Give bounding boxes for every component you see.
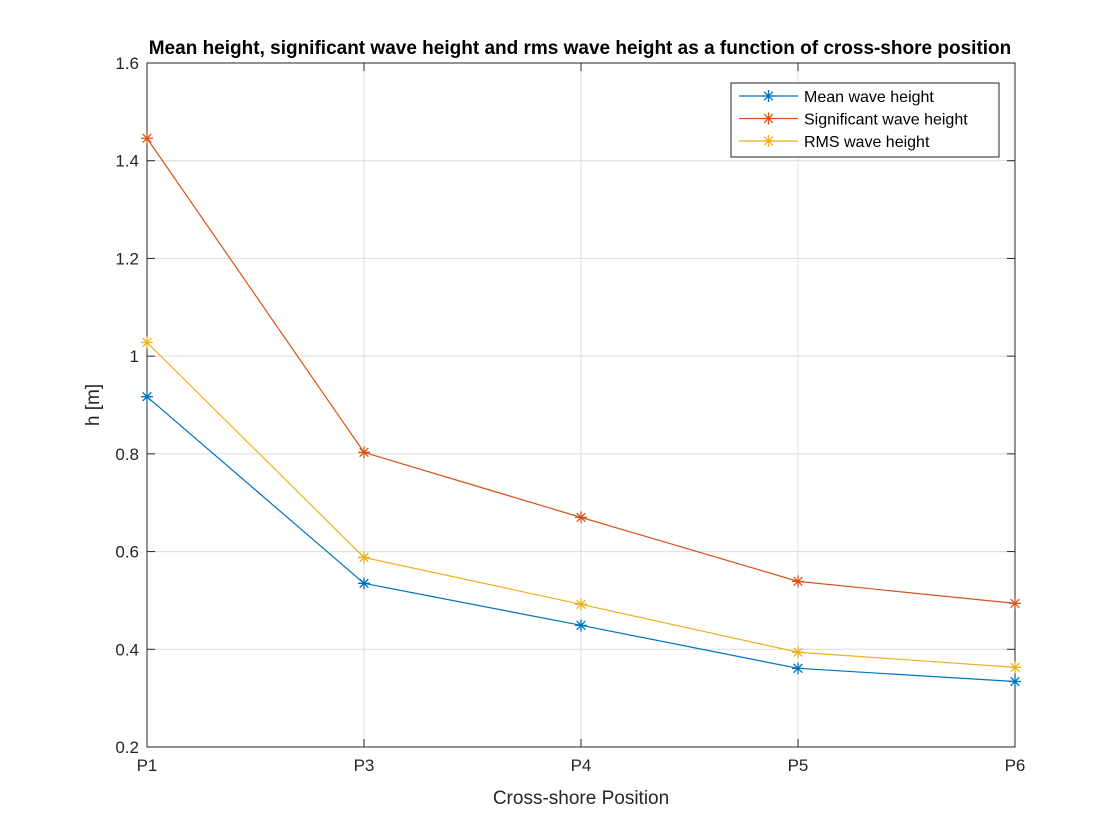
series-1 xyxy=(141,390,1021,688)
y-tick-label: 1 xyxy=(130,347,139,366)
data-point xyxy=(358,551,370,564)
data-point xyxy=(358,577,370,590)
series-layer xyxy=(141,132,1021,688)
legend-label: Mean wave height xyxy=(804,89,934,106)
y-tick-label: 0.2 xyxy=(115,738,139,757)
legend-label: RMS wave height xyxy=(804,134,930,151)
x-tick-label: P3 xyxy=(354,756,375,775)
data-point xyxy=(575,598,587,611)
legend: Mean wave height Significant wave height R… xyxy=(730,82,1000,158)
x-axis-label: Cross-shore Position xyxy=(493,788,669,809)
chart-title: Mean height, significant wave height and… xyxy=(149,38,1012,59)
y-tick-label: 0.4 xyxy=(115,640,139,659)
data-point xyxy=(141,390,153,403)
data-point xyxy=(1009,597,1021,610)
x-tick-label: P6 xyxy=(1005,756,1026,775)
data-point xyxy=(1009,661,1021,674)
series-3 xyxy=(141,336,1021,674)
data-point xyxy=(358,446,370,459)
y-tick-label: 0.8 xyxy=(115,445,139,464)
x-tick-label: P4 xyxy=(571,756,592,775)
axis-ticks: 0.2 0.4 0.6 0.8 1 1.2 1.4 1.6 P1 P3 P4 P5 P6 xyxy=(115,54,1025,775)
data-point xyxy=(792,662,804,675)
data-point xyxy=(575,619,587,632)
data-point xyxy=(141,336,153,349)
y-tick-label: 0.6 xyxy=(115,543,139,562)
y-tick-label: 1.2 xyxy=(115,249,139,268)
x-tick-label: P1 xyxy=(137,756,158,775)
y-tick-label: 1.6 xyxy=(115,54,139,73)
grid xyxy=(147,63,1015,747)
legend-marker xyxy=(762,90,775,102)
legend-entries: Mean wave height Significant wave height R… xyxy=(739,89,968,151)
data-point xyxy=(575,511,587,524)
legend-entry: RMS wave height xyxy=(739,134,930,151)
data-point xyxy=(1009,675,1021,688)
legend-box xyxy=(730,82,1000,158)
legend-entry: Mean wave height xyxy=(739,89,934,106)
legend-entry: Significant wave height xyxy=(739,112,968,129)
y-axis-label: h [m] xyxy=(83,384,104,426)
y-tick-label: 1.4 xyxy=(115,152,139,171)
data-point xyxy=(792,575,804,588)
legend-label: Significant wave height xyxy=(804,112,968,129)
x-tick-label: P5 xyxy=(788,756,809,775)
legend-marker xyxy=(762,112,775,125)
legend-marker xyxy=(762,135,775,147)
series-2 xyxy=(141,132,1021,610)
data-point xyxy=(141,132,153,145)
data-point xyxy=(792,646,804,659)
